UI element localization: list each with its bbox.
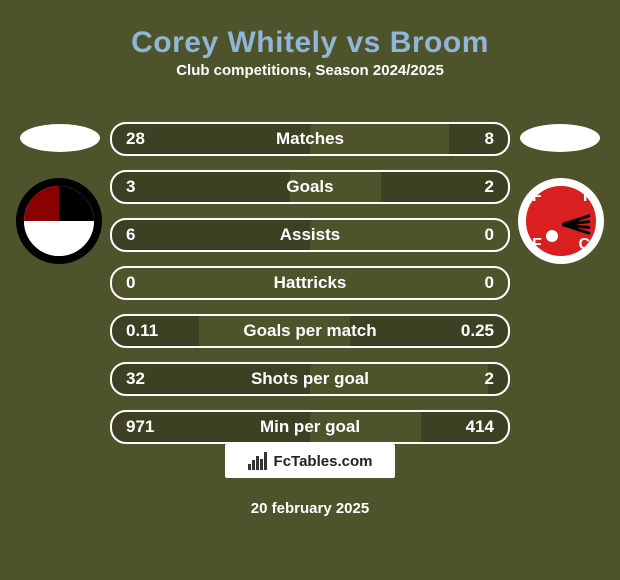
stat-label: Shots per goal	[251, 369, 369, 389]
stat-row: 0.11 Goals per match 0.25	[110, 314, 510, 348]
site-attribution[interactable]: FcTables.com	[225, 444, 395, 478]
stat-value-right: 2	[485, 172, 494, 202]
club-badge-right: F T F C	[518, 178, 604, 264]
stat-row: 32 Shots per goal 2	[110, 362, 510, 396]
site-name: FcTables.com	[274, 453, 373, 470]
stat-value-left: 0	[126, 268, 135, 298]
stat-value-right: 0	[485, 220, 494, 250]
stat-fill-right	[421, 412, 508, 442]
player-photo-right	[520, 124, 600, 152]
stat-row: 0 Hattricks 0	[110, 266, 510, 300]
stat-row: 28 Matches 8	[110, 122, 510, 156]
stat-fill-left	[112, 172, 290, 202]
stat-row: 6 Assists 0	[110, 218, 510, 252]
club-badge-left	[16, 178, 102, 264]
stat-label: Goals	[286, 177, 333, 197]
page-subtitle: Club competitions, Season 2024/2025	[0, 62, 620, 79]
stat-row: 3 Goals 2	[110, 170, 510, 204]
page-title: Corey Whitely vs Broom	[0, 26, 620, 60]
bar-chart-icon	[248, 452, 268, 470]
stat-label: Goals per match	[243, 321, 376, 341]
stat-label: Matches	[276, 129, 344, 149]
stat-label: Hattricks	[274, 273, 347, 293]
stat-label: Min per goal	[260, 417, 360, 437]
stat-value-right: 8	[485, 124, 494, 154]
stat-value-right: 0.25	[461, 316, 494, 346]
stat-value-left: 32	[126, 364, 145, 394]
stat-label: Assists	[280, 225, 340, 245]
stat-value-right: 0	[485, 268, 494, 298]
stat-value-left: 3	[126, 172, 135, 202]
stats-table: 28 Matches 8 3 Goals 2 6 Assists 0 0 Hattricks 0 0.1…	[110, 122, 510, 458]
stat-value-left: 0.11	[126, 316, 158, 346]
player-photo-left	[20, 124, 100, 152]
stat-value-left: 6	[126, 220, 135, 250]
stat-fill-right	[449, 124, 508, 154]
date-label: 20 february 2025	[0, 500, 620, 517]
stat-value-right: 2	[485, 364, 494, 394]
stat-value-left: 28	[126, 124, 145, 154]
stat-value-left: 971	[126, 412, 154, 442]
stat-value-right: 414	[466, 412, 494, 442]
stat-row: 971 Min per goal 414	[110, 410, 510, 444]
